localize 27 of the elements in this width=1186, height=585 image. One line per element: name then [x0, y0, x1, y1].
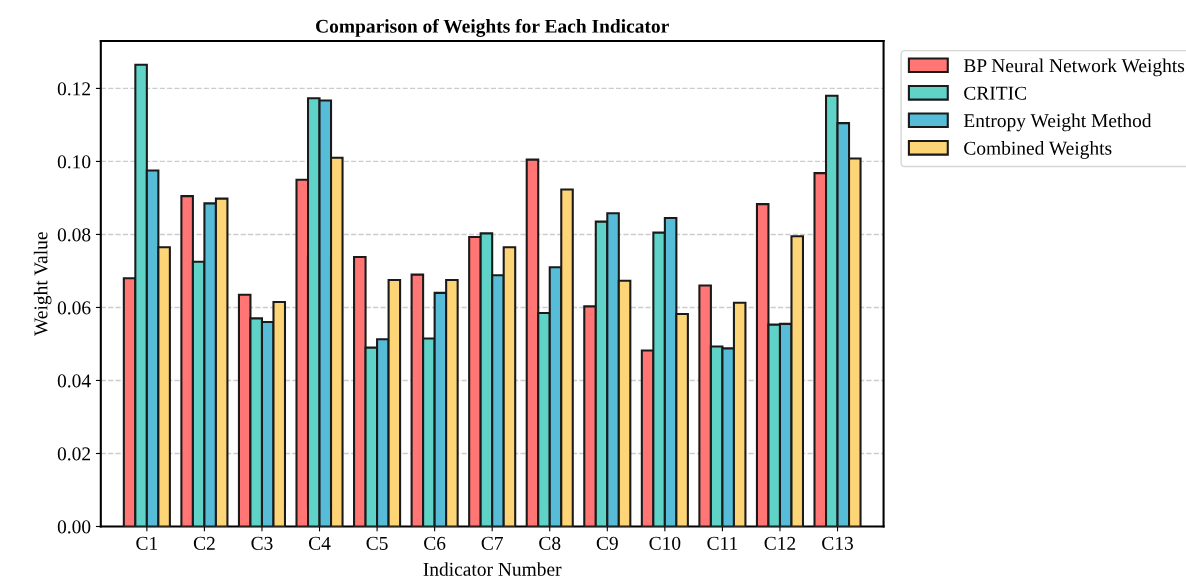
- x-tick-label: C8: [539, 536, 561, 550]
- x-tick-label: C9: [596, 536, 618, 550]
- x-tick-label: C10: [649, 536, 681, 550]
- y-tick-label: 0.12: [57, 82, 91, 96]
- y-axis-title: Weight Value: [33, 232, 52, 336]
- y-tick-label: 0.08: [57, 228, 91, 242]
- legend-label: CRITIC: [964, 86, 1027, 100]
- x-tick-label: C1: [136, 536, 158, 550]
- x-tick-label: C11: [707, 536, 738, 550]
- y-tick-label: 0.00: [57, 520, 91, 534]
- x-tick-label: C4: [308, 536, 331, 550]
- y-tick-label: 0.10: [57, 155, 91, 169]
- y-tick-label: 0.04: [57, 374, 91, 388]
- y-tick-label: 0.06: [57, 301, 91, 315]
- x-tick-label: C12: [764, 536, 796, 550]
- x-tick-label: C6: [424, 536, 446, 550]
- x-tick-label: C7: [481, 536, 503, 550]
- x-tick-label: C5: [366, 536, 388, 550]
- x-tick-label: C2: [193, 536, 215, 550]
- x-axis-title: Indicator Number: [423, 562, 562, 576]
- chart-title: Comparison of Weights for Each Indicator: [316, 18, 669, 37]
- x-tick-label: C13: [822, 536, 853, 550]
- legend-label: Combined Weights: [964, 141, 1112, 159]
- y-tick-label: 0.02: [57, 447, 91, 461]
- legend-label: Entropy Weight Method: [963, 113, 1152, 132]
- legend-label: BP Neural Network Weights: [963, 58, 1185, 77]
- x-tick-label: C3: [251, 536, 273, 550]
